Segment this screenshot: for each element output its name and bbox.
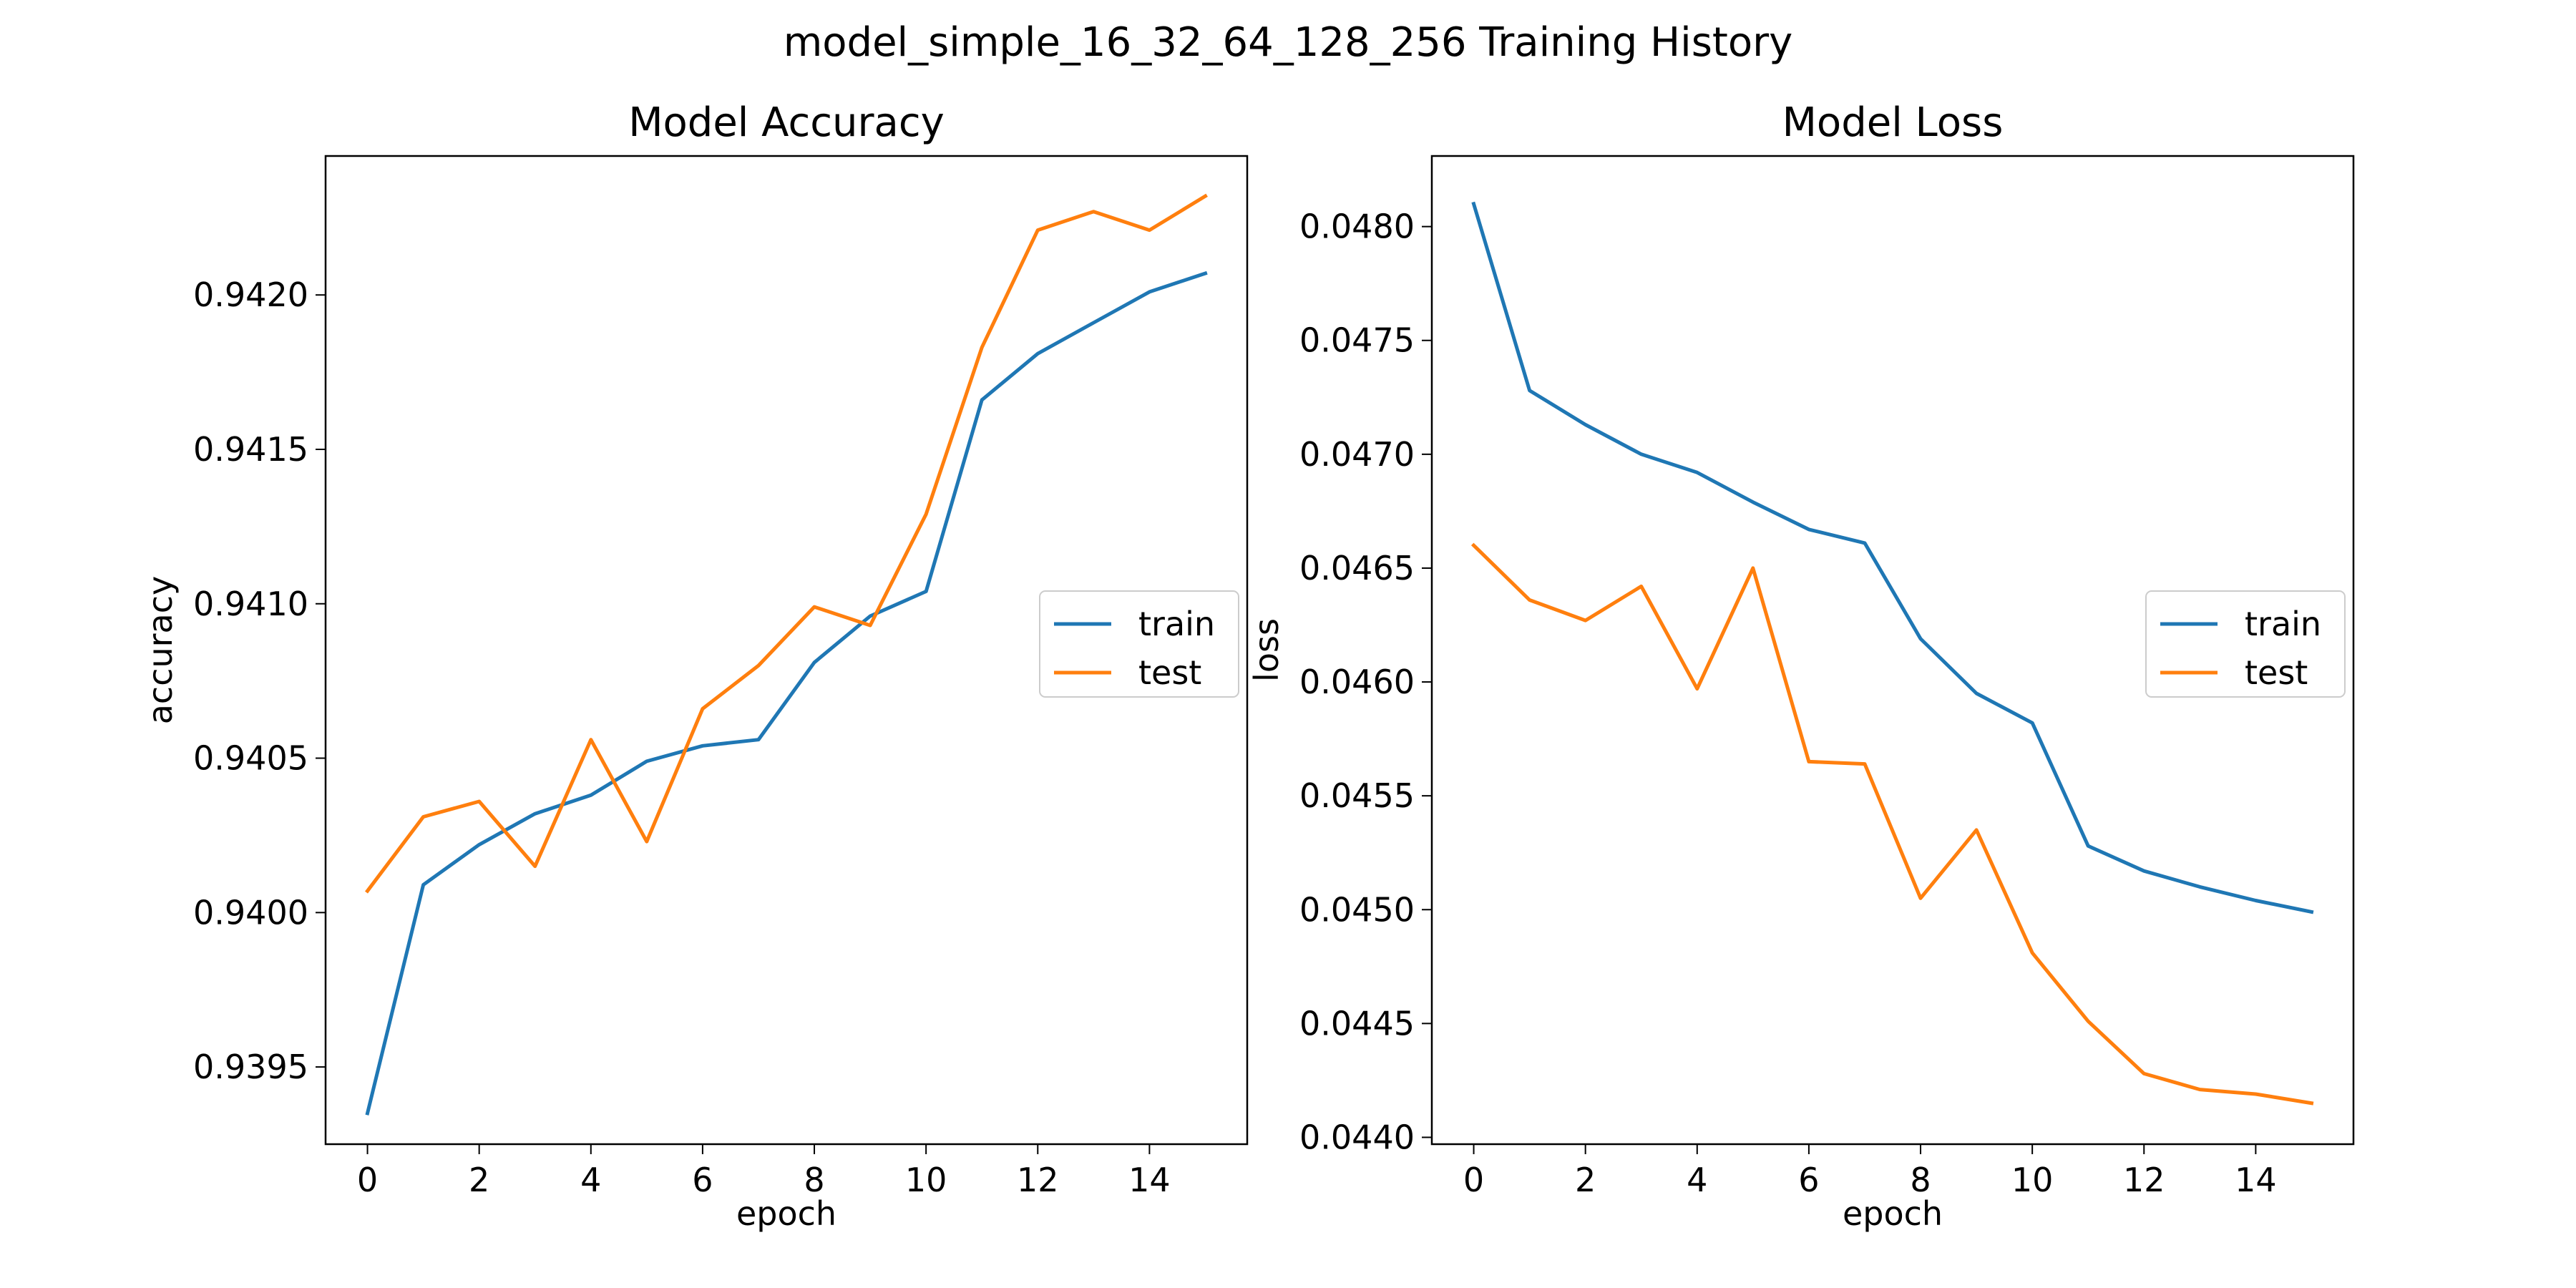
loss-y-tick-label-6: 0.0470 [1299, 435, 1415, 474]
loss-x-tick-label-10: 10 [2011, 1161, 2054, 1199]
loss-y-tick-label-8: 0.0480 [1299, 208, 1415, 246]
loss-y-tick-label-4: 0.0460 [1299, 663, 1415, 701]
loss-y-tick-label-1: 0.0445 [1299, 1004, 1415, 1043]
loss-y-tick-label-3: 0.0455 [1299, 776, 1415, 815]
accuracy-y-tick-label-2: 0.9405 [193, 739, 308, 778]
loss-y-tick-label-7: 0.0475 [1299, 321, 1415, 360]
loss-panel: 0 2 4 6 8 10 12 14 0.0440 0.0445 0.0450 0.0455 0.046… [1247, 99, 2355, 1233]
accuracy-legend-label-test: test [1138, 653, 1201, 692]
loss-x-tick-label-6: 6 [1798, 1161, 1819, 1199]
loss-x-axis-label: epoch [1843, 1194, 1943, 1233]
loss-legend-label-test: test [2245, 653, 2308, 692]
figure-title: model_simple_16_32_64_128_256 Training H… [784, 19, 1793, 66]
loss-legend-box [2145, 590, 2346, 698]
loss-y-axis-label: loss [1247, 618, 1286, 682]
accuracy-y-axis-label: accuracy [141, 576, 180, 725]
accuracy-panel: 0 2 4 6 8 10 12 14 0.9395 0.9400 0.9405 0.9410 0.941… [141, 99, 1249, 1233]
loss-axes-frame [1430, 155, 2355, 1146]
accuracy-legend-label-train: train [1138, 605, 1215, 643]
loss-x-tick-label-14: 14 [2235, 1161, 2277, 1199]
loss-x-tick-label-2: 2 [1575, 1161, 1596, 1199]
accuracy-y-tick-label-0: 0.9395 [193, 1048, 308, 1086]
accuracy-x-tick-label-12: 12 [1017, 1161, 1059, 1199]
accuracy-line-test [364, 193, 1208, 894]
accuracy-legend-box [1039, 590, 1239, 698]
accuracy-y-tick-label-4: 0.9415 [193, 430, 308, 469]
loss-chart-title: Model Loss [1782, 99, 2004, 146]
accuracy-x-axis-label: epoch [736, 1194, 836, 1233]
accuracy-axes-frame [324, 155, 1249, 1146]
accuracy-x-tick-label-8: 8 [804, 1161, 824, 1199]
loss-x-tick-label-8: 8 [1910, 1161, 1931, 1199]
accuracy-y-tick-label-5: 0.9420 [193, 275, 308, 314]
loss-legend-label-train: train [2245, 605, 2321, 643]
accuracy-chart-title: Model Accuracy [628, 99, 945, 146]
loss-x-tick-label-12: 12 [2123, 1161, 2165, 1199]
loss-line-train [1471, 201, 2314, 914]
loss-line-test [1470, 542, 2314, 1106]
accuracy-x-tick-label-2: 2 [469, 1161, 489, 1199]
loss-y-tick-label-5: 0.0465 [1299, 549, 1415, 587]
accuracy-y-tick-label-1: 0.9400 [193, 893, 308, 932]
accuracy-y-tick-label-3: 0.9410 [193, 585, 308, 623]
accuracy-line-train [365, 270, 1208, 1116]
loss-y-tick-label-0: 0.0440 [1299, 1118, 1415, 1156]
accuracy-x-tick-label-4: 4 [580, 1161, 601, 1199]
accuracy-x-tick-label-14: 14 [1128, 1161, 1171, 1199]
accuracy-x-tick-label-10: 10 [905, 1161, 947, 1199]
loss-y-tick-label-2: 0.0450 [1299, 890, 1415, 929]
loss-x-tick-label-0: 0 [1463, 1161, 1484, 1199]
accuracy-x-tick-label-0: 0 [357, 1161, 378, 1199]
loss-x-tick-label-4: 4 [1687, 1161, 1707, 1199]
accuracy-x-tick-label-6: 6 [692, 1161, 713, 1199]
